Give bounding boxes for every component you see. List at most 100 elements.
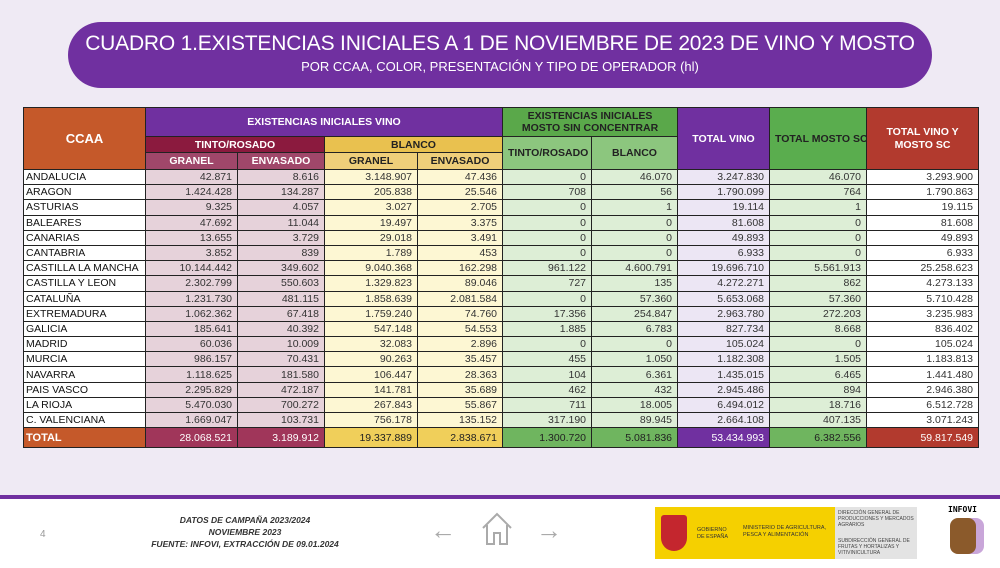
cell-value: 4.057 (237, 199, 325, 216)
cell-value: 0 (769, 229, 868, 246)
cell-value: 19.497 (324, 214, 418, 231)
cell-value: 89.046 (416, 275, 504, 292)
cell-value: 1.669.047 (145, 411, 238, 429)
home-icon[interactable] (480, 511, 514, 554)
ccaa-name: ASTURIAS (23, 199, 146, 216)
cell-value: 5.561.913 (769, 260, 868, 277)
cell-value: 5.710.428 (866, 290, 980, 307)
cell-value: 3.375 (416, 214, 504, 231)
header-blanco: BLANCO (323, 136, 504, 153)
cell-value: 10.144.442 (145, 260, 238, 277)
cell-value: 3.071.243 (866, 411, 980, 429)
cell-value: 1.062.362 (145, 305, 238, 322)
cell-value: 57.360 (769, 290, 868, 307)
cell-value: 74.760 (416, 305, 504, 322)
ccaa-name: CANTABRIA (23, 244, 146, 262)
cell-value: 205.838 (324, 184, 418, 201)
cell-value: 727 (502, 275, 593, 292)
cell-value: 9.040.368 (324, 260, 418, 277)
cell-value: 90.263 (324, 351, 418, 368)
cell-value: 0 (769, 214, 868, 231)
cell-value: 8.616 (237, 168, 325, 186)
table-row: CANTABRIA 3.852 839 1.789 453 0 0 6.933 0 6.933 (23, 244, 980, 262)
coat-of-arms-icon (661, 515, 687, 551)
ccaa-name: GALICIA (23, 320, 146, 338)
cell-value: 0 (591, 336, 679, 353)
cell-value: 1.790.099 (677, 184, 771, 201)
ccaa-name: PAIS VASCO (23, 381, 146, 398)
header-tinto: TINTO/ROSADO (145, 136, 325, 153)
cell-value: 0 (502, 244, 593, 262)
cell-value: 756.178 (324, 411, 418, 429)
cell-value: 47.436 (416, 168, 504, 186)
cell-value: 2.081.584 (416, 290, 504, 307)
cell-value: 162.298 (416, 260, 504, 277)
cell-value: 59.817.549 (866, 427, 980, 449)
cell-value: 1.183.813 (866, 351, 980, 368)
cell-value: 836.402 (866, 320, 980, 338)
source-line: FUENTE: INFOVI, EXTRACCIÓN DE 09.01.2024 (151, 539, 339, 549)
cell-value: 56 (591, 184, 679, 201)
cell-value: 47.692 (145, 214, 238, 231)
cell-value: 3.852 (145, 244, 238, 262)
cell-value: 1.858.639 (324, 290, 418, 307)
cell-value: 254.847 (591, 305, 679, 322)
table-row: NAVARRA 1.118.625 181.580 106.447 28.363 104 6… (23, 366, 980, 383)
cell-value: 0 (502, 336, 593, 353)
ccaa-name: CATALUÑA (23, 290, 146, 307)
cell-value: 2.946.380 (866, 381, 980, 398)
cell-value: 53.434.993 (677, 427, 771, 449)
cell-value: 862 (769, 275, 868, 292)
cell-value: 3.027 (324, 199, 418, 216)
table-row: CATALUÑA 1.231.730 481.115 1.858.639 2.081.5… (23, 290, 980, 307)
cell-value: 35.689 (416, 381, 504, 398)
header-blanco-envasado: ENVASADO (416, 152, 504, 170)
ccaa-name: CASTILLA Y LEON (23, 275, 146, 292)
cell-value: 0 (769, 336, 868, 353)
header-total-mosto: TOTAL MOSTO SC (769, 107, 868, 170)
cell-value: 18.716 (769, 396, 868, 414)
source-line: NOVIEMBRE 2023 (208, 527, 282, 537)
cell-value: 46.070 (769, 168, 868, 186)
arrow-left-icon[interactable]: ← (430, 515, 456, 545)
cell-value: 3.189.912 (237, 427, 325, 449)
dg-text: DIRECCIÓN GENERAL DE PRODUCCIONES Y MERC… (838, 510, 914, 528)
cell-value: 185.641 (145, 320, 238, 338)
cell-value: 1.789 (324, 244, 418, 262)
arrow-right-icon[interactable]: → (536, 515, 562, 545)
header-total: TOTAL VINO Y MOSTO SC (866, 107, 980, 170)
header-ccaa: CCAA (23, 107, 146, 170)
cell-value: 60.036 (145, 336, 238, 353)
ccaa-name: EXTREMADURA (23, 305, 146, 322)
cell-value: 32.083 (324, 336, 418, 353)
cell-value: 0 (769, 244, 868, 262)
ccaa-name: ANDALUCIA (23, 168, 146, 186)
cell-value: 349.602 (237, 260, 325, 277)
cell-value: 0 (502, 290, 593, 307)
cell-value: 81.608 (866, 214, 980, 231)
cell-value: 1.231.730 (145, 290, 238, 307)
cell-value: 25.546 (416, 184, 504, 201)
cell-value: 1.182.308 (677, 351, 771, 368)
infovi-label: INFOVI (948, 505, 977, 514)
cell-value: 25.258.623 (866, 260, 980, 277)
gov-label: GOBIERNO DE ESPAÑA (697, 527, 729, 540)
cell-value: 453 (416, 244, 504, 262)
cell-value: 700.272 (237, 396, 325, 414)
header-mosto-tinto: TINTO/ROSADO (502, 136, 593, 170)
cell-value: 17.356 (502, 305, 593, 322)
cell-value: 1.435.015 (677, 366, 771, 383)
cell-value: 550.603 (237, 275, 325, 292)
ccaa-name: C. VALENCIANA (23, 411, 146, 429)
table-row: C. VALENCIANA 1.669.047 103.731 756.178 135.… (23, 411, 980, 429)
government-logo: GOBIERNO DE ESPAÑA MINISTERIO DE AGRICUL… (655, 507, 835, 559)
cell-value: 105.024 (866, 336, 980, 353)
cell-value: 1.118.625 (145, 366, 238, 383)
cell-value: 105.024 (677, 336, 771, 353)
cell-value: 3.235.983 (866, 305, 980, 322)
cell-value: 1.759.240 (324, 305, 418, 322)
cell-value: 3.247.830 (677, 168, 771, 186)
cell-value: 2.664.108 (677, 411, 771, 429)
cell-value: 2.295.829 (145, 381, 238, 398)
table-row: CASTILLA Y LEON 2.302.799 550.603 1.329.823… (23, 275, 980, 292)
